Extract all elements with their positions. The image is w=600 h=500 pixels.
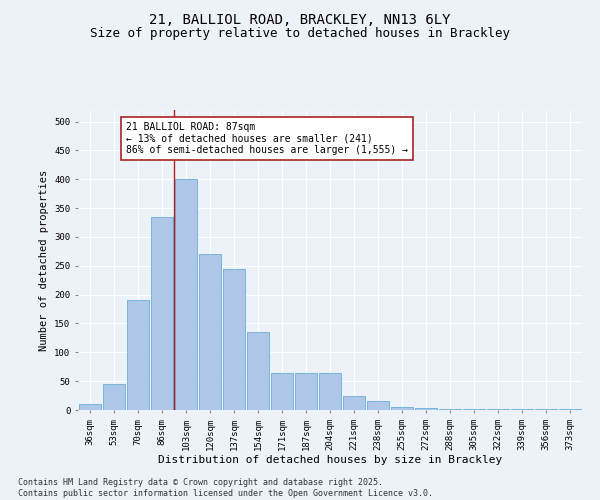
Text: 21, BALLIOL ROAD, BRACKLEY, NN13 6LY: 21, BALLIOL ROAD, BRACKLEY, NN13 6LY <box>149 12 451 26</box>
Text: Contains HM Land Registry data © Crown copyright and database right 2025.
Contai: Contains HM Land Registry data © Crown c… <box>18 478 433 498</box>
Bar <box>271 372 293 410</box>
X-axis label: Distribution of detached houses by size in Brackley: Distribution of detached houses by size … <box>158 456 502 466</box>
Y-axis label: Number of detached properties: Number of detached properties <box>38 170 49 350</box>
Bar <box>151 216 173 410</box>
Bar <box>103 384 125 410</box>
Bar <box>319 372 341 410</box>
Bar <box>439 409 461 410</box>
Bar <box>391 407 413 410</box>
Text: Size of property relative to detached houses in Brackley: Size of property relative to detached ho… <box>90 28 510 40</box>
Bar <box>247 332 269 410</box>
Bar <box>559 409 581 410</box>
Bar <box>295 372 317 410</box>
Bar <box>223 268 245 410</box>
Bar <box>79 404 101 410</box>
Bar <box>367 402 389 410</box>
Bar <box>127 300 149 410</box>
Bar <box>415 408 437 410</box>
Bar <box>343 396 365 410</box>
Bar <box>199 254 221 410</box>
Bar <box>175 179 197 410</box>
Text: 21 BALLIOL ROAD: 87sqm
← 13% of detached houses are smaller (241)
86% of semi-de: 21 BALLIOL ROAD: 87sqm ← 13% of detached… <box>126 122 408 154</box>
